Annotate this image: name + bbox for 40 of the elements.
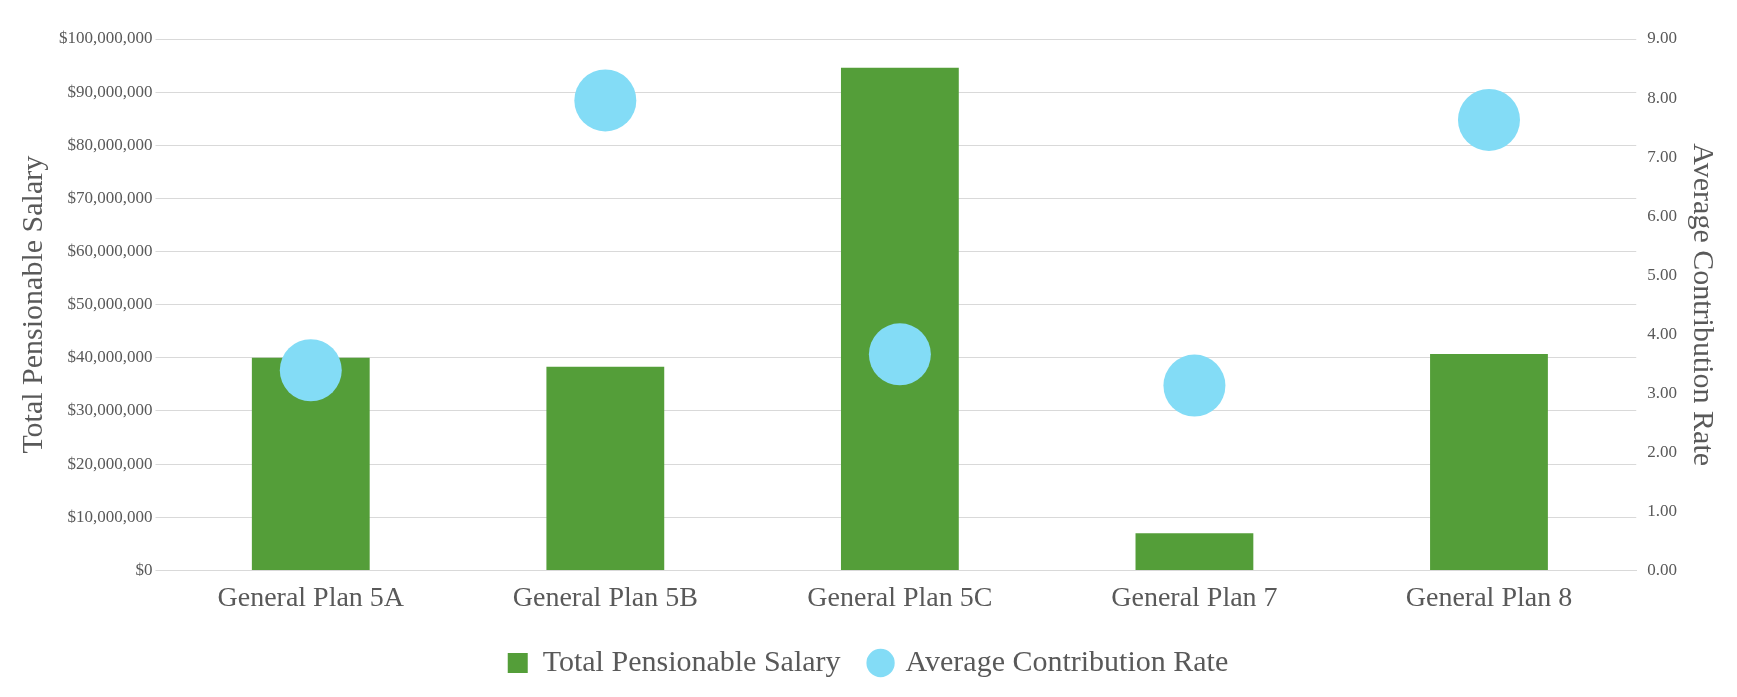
bar [840,67,959,570]
y2-tick-label: 6.00 [1647,205,1677,225]
y2-tick-label: 3.00 [1647,382,1677,402]
y2-tick-label: 8.00 [1647,87,1677,107]
y2-tick-label: 7.00 [1647,146,1677,166]
y-tick-label: $90,000,000 [67,81,153,101]
x-tick-label: General Plan 5A [217,580,405,612]
bar [1135,533,1254,570]
y-tick-label: $70,000,000 [67,187,153,207]
y-tick-label: $0 [135,559,153,579]
y-axis-title: Total Pensionable Salary [14,155,48,454]
bar [251,357,370,570]
y-tick-label: $30,000,000 [67,400,153,420]
x-tick-label: General Plan 8 [1405,580,1573,612]
y-tick-label: $20,000,000 [67,453,153,473]
legend-label: Total Pensionable Salary [542,643,841,677]
x-tick-label: General Plan 5C [807,580,993,612]
bar [1430,354,1548,570]
y2-tick-label: 4.00 [1647,323,1677,343]
y2-tick-label: 2.00 [1647,441,1677,461]
y-tick-label: $100,000,000 [59,28,153,48]
x-tick-label: General Plan 7 [1111,580,1278,612]
y2-tick-label: 1.00 [1647,500,1677,520]
y2-tick-label: 5.00 [1647,264,1677,284]
y2-tick-label: 0.00 [1647,559,1677,579]
y2-tick-label: 9.00 [1647,28,1677,48]
y-tick-label: $50,000,000 [67,294,153,314]
y-tick-label: $60,000,000 [67,241,153,261]
x-tick-label: General Plan 5B [512,580,698,612]
y-tick-label: $10,000,000 [67,506,153,526]
y-tick-label: $40,000,000 [67,347,153,367]
point [1163,354,1226,417]
point [1457,88,1520,151]
point [279,339,342,402]
bar [546,366,665,570]
legend-label: Average Contribution Rate [905,643,1229,677]
point [868,323,931,386]
y-tick-label: $80,000,000 [67,134,153,154]
y2-axis-title: Average Contribution Rate [1688,143,1722,467]
point [574,69,637,132]
